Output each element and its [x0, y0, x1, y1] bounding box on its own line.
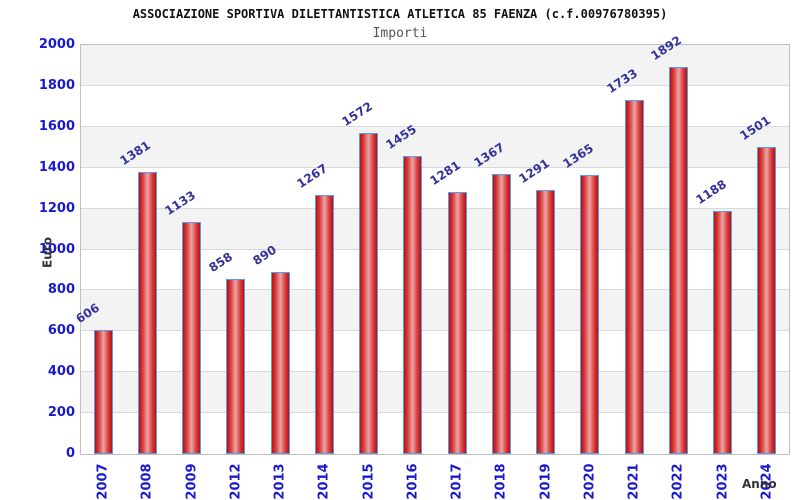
bar-2012 — [226, 279, 245, 454]
bar-2016 — [403, 156, 422, 454]
y-axis-title: Euro — [40, 237, 55, 268]
gridline — [81, 166, 789, 168]
x-tick-label: 2019 — [538, 463, 554, 500]
bar-2009 — [182, 222, 201, 454]
x-tick-label: 2018 — [493, 463, 509, 500]
y-tick-label: 400 — [47, 364, 75, 379]
gridline — [81, 248, 789, 250]
y-tick-label: 1000 — [38, 242, 75, 257]
chart-title: ASSOCIAZIONE SPORTIVA DILETTANTISTICA AT… — [132, 7, 668, 21]
x-tick-label: 2023 — [715, 463, 731, 500]
bar-2023 — [713, 211, 732, 454]
bar-2008 — [138, 172, 157, 454]
bar-2021 — [625, 100, 644, 454]
gridline — [81, 371, 789, 373]
x-tick-label: 2013 — [272, 463, 288, 500]
x-tick-label: 2016 — [405, 463, 421, 500]
bar-2024 — [757, 147, 776, 454]
x-tick-label: 2021 — [626, 463, 642, 500]
gridline — [81, 289, 789, 291]
bar-2007 — [94, 330, 113, 454]
y-tick-label: 800 — [47, 282, 75, 297]
y-tick-label: 200 — [47, 405, 75, 420]
bar-2022 — [669, 67, 688, 454]
gridline — [81, 207, 789, 209]
bar-2015 — [359, 133, 378, 454]
x-tick-label: 2009 — [184, 463, 200, 500]
y-tick-label: 0 — [65, 446, 75, 461]
x-tick-label: 2022 — [670, 463, 686, 500]
bar-2013 — [271, 272, 290, 454]
x-tick-label: 2020 — [582, 463, 598, 500]
x-tick-label: 2012 — [228, 463, 244, 500]
x-axis-title: Anno — [742, 477, 777, 491]
gridline — [81, 125, 789, 127]
x-tick-label: 2007 — [95, 463, 111, 500]
bar-2019 — [536, 190, 555, 454]
bar-2020 — [580, 175, 599, 454]
y-tick-label: 600 — [47, 323, 75, 338]
plot-area: 606 1381 1133 858 890 1267 1572 1455 1281 1367 129… — [73, 33, 790, 455]
bar-2018 — [492, 174, 511, 454]
x-tick-label: 2015 — [361, 463, 377, 500]
x-tick-label: 2017 — [449, 463, 465, 500]
y-tick-label: 2000 — [38, 37, 75, 52]
y-tick-label: 1200 — [38, 201, 75, 216]
chart-subtitle: Importi — [372, 26, 428, 41]
y-tick-label: 1800 — [38, 78, 75, 93]
x-tick-label: 2014 — [316, 463, 332, 500]
y-tick-label: 1400 — [38, 160, 75, 175]
bar-2017 — [448, 192, 467, 454]
bar-2014 — [315, 195, 334, 454]
gridline — [81, 84, 789, 86]
y-tick-label: 1600 — [38, 119, 75, 134]
x-tick-label: 2008 — [139, 463, 155, 500]
gridline — [81, 330, 789, 332]
gridline — [81, 412, 789, 414]
